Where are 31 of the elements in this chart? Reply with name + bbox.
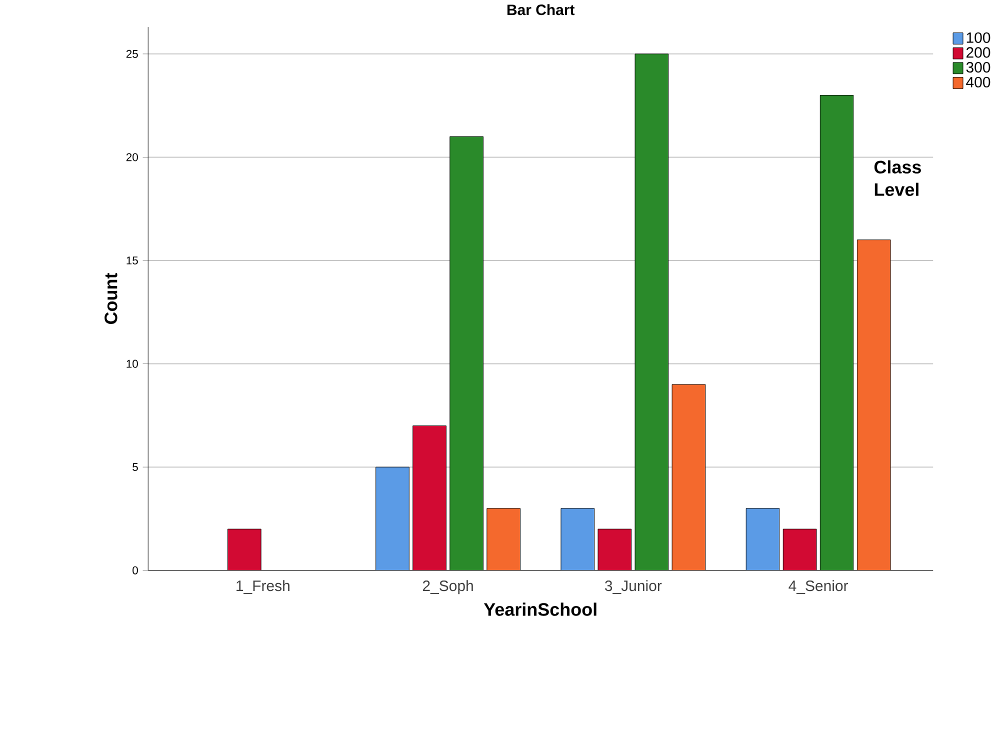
y-axis-title: Count xyxy=(104,273,118,324)
bar xyxy=(450,136,484,570)
bar xyxy=(746,508,780,570)
legend-title: Class Level xyxy=(874,160,921,196)
legend-label: 300 xyxy=(966,62,990,73)
bar xyxy=(598,528,632,570)
x-tick-label: 3_Junior xyxy=(605,580,662,594)
legend-label: 200 xyxy=(966,47,990,58)
legend-label: 400 xyxy=(966,76,990,88)
x-axis-title: YearinSchool xyxy=(484,602,596,616)
bar xyxy=(635,54,668,570)
y-tick-label: 5 xyxy=(132,463,138,472)
y-tick-label: 10 xyxy=(126,360,138,368)
x-tick-label: 1_Fresh xyxy=(236,580,290,594)
x-tick-label: 2_Soph xyxy=(422,580,473,594)
bar xyxy=(820,95,854,570)
bar xyxy=(782,528,817,570)
bar xyxy=(560,508,595,570)
y-tick-label: 0 xyxy=(132,566,138,574)
bar xyxy=(227,528,262,570)
bar xyxy=(412,426,446,570)
bar xyxy=(856,240,891,570)
bar xyxy=(672,384,706,570)
y-tick-label: 25 xyxy=(126,50,138,58)
x-tick-label: 4_Senior xyxy=(788,580,848,594)
y-tick-label: 15 xyxy=(126,256,138,265)
bar xyxy=(486,508,520,570)
bar xyxy=(376,466,410,570)
chart-title: Bar Chart xyxy=(507,4,575,16)
legend-label: 100 xyxy=(966,32,990,43)
y-tick-label: 20 xyxy=(126,153,138,162)
